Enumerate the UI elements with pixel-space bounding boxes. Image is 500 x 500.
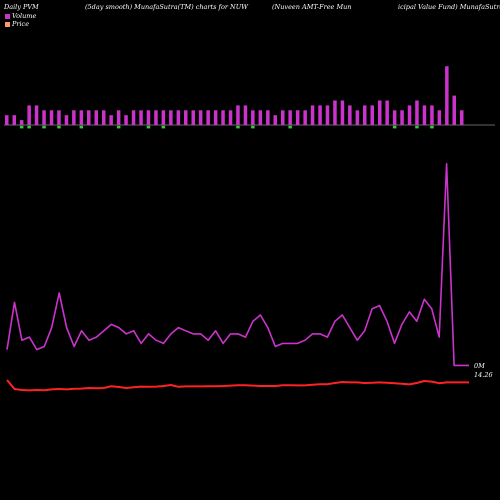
volume-bar [318,105,322,125]
volume-bar-down [42,125,46,129]
volume-bar [325,105,330,125]
volume-bar [72,110,76,125]
chart-title-fund-cont: icipal Value Fund) MunafaSutra [398,3,500,11]
volume-bar-down [146,125,151,129]
volume-bar [184,110,188,125]
volume-bar [34,105,39,125]
volume-bar [281,110,285,125]
volume-bar-down [19,125,24,129]
volume-bar-down [430,125,434,129]
volume-bar [400,110,404,125]
volume-bar [251,110,255,125]
volume-bar-down [251,125,255,129]
volume-bar [154,110,158,125]
volume-bar [161,110,166,125]
volume-bar [392,110,397,125]
price-line [6,379,469,392]
volume-bar [355,110,360,125]
volume-bar [430,105,434,125]
legend-volume: Volume [5,12,36,20]
volume-bar [87,110,91,125]
volume-bar [57,110,61,125]
volume-bar [340,100,345,125]
volume-bar-down [392,125,397,129]
volume-bar-down [288,125,292,129]
volume-bar [295,110,300,125]
volume-bar-down [415,125,419,129]
volume-bar [452,95,456,125]
volume-bar-down [116,125,121,129]
volume-bar [348,105,352,125]
volume-bar [288,110,292,125]
volume-bar [273,115,277,125]
volume-bar [64,115,69,125]
volume-bar [258,110,263,125]
volume-bar [407,105,412,125]
volume-bar [116,110,121,125]
volume-bar [206,110,210,125]
volume-bar [333,100,337,125]
volume-bar [19,120,24,125]
volume-bar [102,110,106,125]
volume-bar [370,105,374,125]
volume-bar [109,115,113,125]
volume-bar [124,115,128,125]
volume-bar [139,110,143,125]
volume-bar [236,105,240,125]
volume-bar [213,110,218,125]
volume-bar [310,105,315,125]
legend-price-label: Price [12,20,30,28]
legend-volume-label: Volume [12,12,37,20]
legend-price-swatch [5,21,10,27]
price-last-label: 14.26 [474,371,493,379]
volume-bar-down [27,125,31,129]
volume-bar [198,110,203,125]
volume-bar [221,110,225,125]
legend-price: Price [5,20,29,28]
volume-bar [303,110,307,125]
volume-bar [437,110,442,125]
volume-bar-down [236,125,240,129]
legend-volume-swatch [5,13,10,19]
volume-bar [12,115,16,125]
volume-bar [228,110,233,125]
volume-bar [94,110,98,125]
volume-bar [243,105,248,125]
chart-title-fund: (Nuveen AMT-Free Mun [272,3,352,11]
volume-bar [146,110,151,125]
volume-bar [191,110,195,125]
volume-bar [266,110,270,125]
chart-title-left: Daily PVM [4,3,39,11]
volume-bar [422,105,427,125]
volume-bar [445,66,449,125]
volume-bar [378,100,382,125]
volume-bar-down [57,125,61,129]
volume-bar [27,105,31,125]
volume-bar [79,110,84,125]
volume-bar [415,100,419,125]
chart-title-main: (5day smooth) MunafaSutra(TM) charts for… [85,3,248,11]
volume-bar [176,110,181,125]
volume-line [6,163,469,367]
volume-bar [460,110,464,125]
volume-bar-down [161,125,166,129]
volume-last-label: 0M [474,362,485,370]
volume-bar [363,105,367,125]
volume-bar [5,115,9,125]
volume-bar [169,110,173,125]
volume-bar [131,110,136,125]
volume-bar [385,100,389,125]
volume-bar [42,110,46,125]
volume-bar [49,110,54,125]
volume-bar-down [79,125,84,129]
